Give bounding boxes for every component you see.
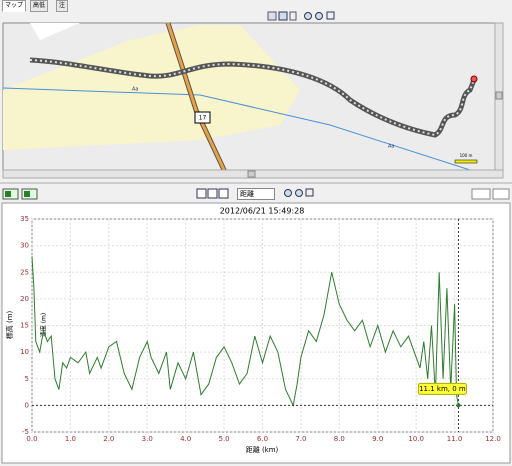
x-tick-label: 2.0	[103, 435, 114, 443]
x-tick-label: 3.0	[142, 435, 153, 443]
zoom-out[interactable]	[315, 12, 323, 20]
chart-title: 2012/06/21 15:49:28	[220, 207, 305, 216]
scroll-thumb[interactable]	[495, 91, 503, 100]
river	[2, 87, 471, 171]
scale-label: 100 m	[460, 153, 473, 158]
elevation-chart: 2012/06/21 15:49:28 -5 0 5 10 15 20 25 30 35 0.0 1.…	[5, 207, 501, 455]
y-axis-label: 標高 (m)	[5, 310, 14, 339]
tool-icon[interactable]	[196, 188, 207, 199]
route	[29, 59, 475, 137]
route-shield-label: 17	[199, 115, 207, 122]
dropdown[interactable]	[471, 188, 491, 200]
tab[interactable]: 高低	[30, 0, 49, 12]
cursor-label-bg	[417, 382, 467, 395]
color-swatch	[24, 191, 30, 197]
y-tick-label: 10	[20, 348, 29, 356]
route-shield	[194, 111, 211, 124]
zoom-out[interactable]	[295, 189, 303, 197]
road-label: Aa	[132, 87, 138, 93]
color-swatch	[5, 191, 11, 197]
zoom-in[interactable]	[284, 189, 292, 197]
tool-icon[interactable]	[267, 11, 277, 21]
tab[interactable]: 注	[56, 0, 69, 12]
x-tick-label: 6.0	[257, 435, 268, 443]
road-label: Aa	[388, 144, 394, 150]
x-tick-label: 10.0	[408, 435, 424, 443]
elevation-line	[31, 256, 459, 408]
y-tick-label: 5	[25, 375, 29, 383]
zoom-in[interactable]	[304, 12, 312, 20]
route-end	[470, 75, 478, 83]
secondary-axis-label: 速度 (m)	[40, 313, 48, 337]
cursor-label: 11.1 km, 0 m	[419, 385, 466, 393]
y-tick-label: 35	[20, 215, 29, 223]
x-tick-label: 1.0	[65, 435, 76, 443]
chart-toolbar	[2, 188, 510, 200]
x-tick-label: 5.0	[219, 435, 230, 443]
scroll-thumb[interactable]	[247, 170, 256, 178]
x-tick-label: 4.0	[180, 435, 191, 443]
cursor-point	[456, 403, 461, 408]
map: Aa Aa 17 100 m	[2, 22, 504, 179]
x-tick-label: 11.0	[447, 435, 463, 443]
y-tick-label: 20	[20, 295, 29, 303]
fit[interactable]	[305, 188, 314, 197]
x-axis-label: 距離 (km)	[246, 445, 279, 454]
road	[166, 22, 227, 173]
y-tick-label: 25	[20, 268, 29, 276]
tab[interactable]: マップ	[2, 0, 27, 12]
x-tick-label: 8.0	[334, 435, 345, 443]
y-tick-label: -5	[22, 428, 29, 436]
dropdown[interactable]	[492, 188, 510, 200]
y-tick-label: 30	[20, 242, 29, 250]
x-tick-label: 0.0	[26, 435, 37, 443]
tool-icon[interactable]	[278, 11, 288, 21]
fit[interactable]	[326, 11, 335, 20]
tab-bar: マップ 高低 注	[0, 0, 512, 12]
x-tick-label: 9.0	[372, 435, 383, 443]
tool-icon[interactable]	[218, 188, 229, 199]
scale-bar	[454, 159, 478, 164]
x-tick-label: 7.0	[295, 435, 306, 443]
area	[3, 25, 300, 150]
dropdown[interactable]: 距離	[237, 188, 275, 200]
tool-icon[interactable]	[207, 188, 218, 199]
y-tick-label: 15	[20, 322, 29, 330]
x-tick-label: 12.0	[485, 435, 501, 443]
area	[30, 23, 80, 40]
map-toolbar	[267, 11, 335, 21]
y-tick-label: 0	[25, 401, 29, 409]
tool-icon[interactable]	[289, 11, 297, 21]
